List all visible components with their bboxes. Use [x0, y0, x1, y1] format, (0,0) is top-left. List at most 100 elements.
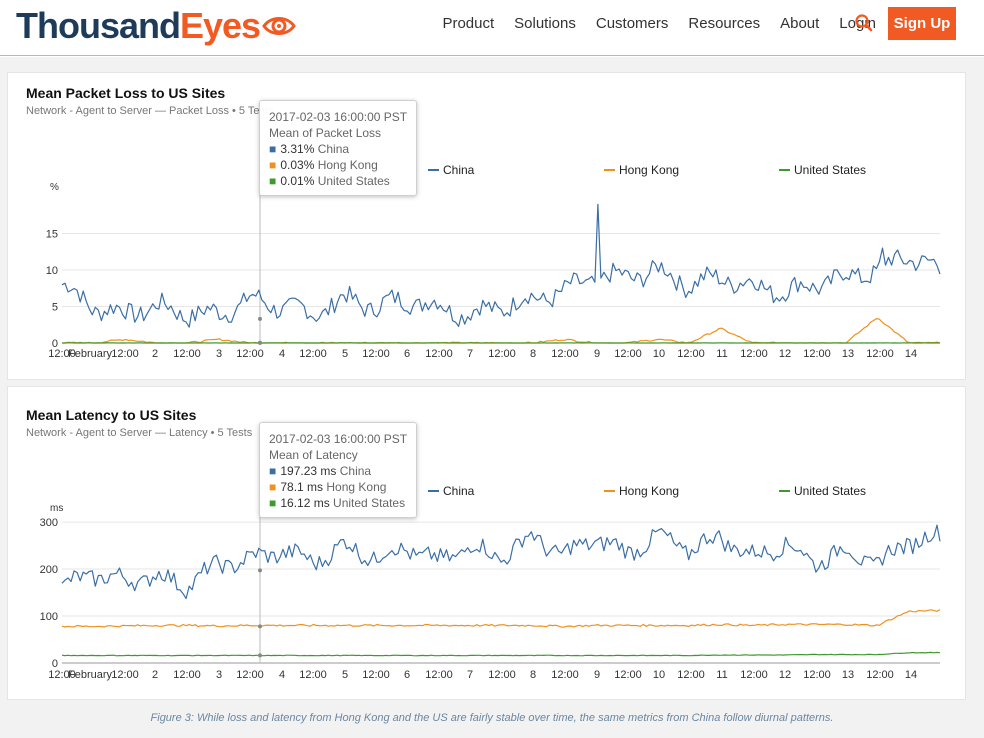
tooltip-row-china: ■ 197.23 ms China	[269, 464, 372, 478]
x-tick-label: 4	[279, 669, 285, 681]
x-tick-label: 12:00	[488, 348, 516, 360]
nav-about[interactable]: About	[780, 14, 820, 32]
x-tick-label: 13	[842, 669, 854, 681]
tooltip-metric: Mean of Packet Loss	[269, 126, 382, 140]
x-tick-label: 12:00	[236, 348, 264, 360]
x-tick-label: 6	[404, 348, 410, 360]
x-tick-label: 2	[152, 669, 158, 681]
x-tick-label: 12:00	[425, 348, 453, 360]
y-tick-label: 5	[52, 302, 58, 314]
x-tick-label: 12:00	[48, 669, 76, 681]
x-tick-label: 12	[779, 669, 791, 681]
x-tick-label: 12:00	[677, 348, 705, 360]
thousandeyes-logo[interactable]: Thousand Eyes	[16, 5, 296, 46]
x-tick-label: 12:00	[111, 669, 139, 681]
figure-caption: Figure 3: While loss and latency from Ho…	[150, 712, 834, 724]
x-tick-label: 12:00	[551, 348, 579, 360]
nav-customers[interactable]: Customers	[595, 14, 669, 32]
chart-subtitle: Network - Agent to Server — Packet Loss …	[26, 105, 274, 117]
latency-tooltip: 2017-02-03 16:00:00 PST Mean of Latency …	[259, 422, 418, 518]
x-tick-label: 12:00	[173, 348, 201, 360]
x-tick-label: 12:00	[111, 348, 139, 360]
tooltip-time: 2017-02-03 16:00:00 PST	[269, 110, 408, 124]
x-tick-label: 12:00	[803, 348, 831, 360]
latency-panel: Mean Latency to US Sites Network - Agent…	[7, 386, 966, 700]
x-tick-label: 5	[342, 669, 348, 681]
x-tick-label: 13	[842, 348, 854, 360]
logo-text-thousand: Thousand	[16, 5, 181, 46]
hover-point	[258, 340, 262, 345]
x-tick-label: 3	[216, 669, 222, 681]
x-tick-label: 12:00	[299, 348, 327, 360]
x-tick-label: 11	[716, 348, 727, 360]
tooltip-row-china: ■ 3.31% China	[269, 142, 350, 156]
x-tick-label: 12:00	[614, 348, 642, 360]
x-tick-label: 10	[653, 669, 665, 681]
x-tick-label: 12:00	[488, 669, 516, 681]
x-tick-label: 2	[152, 348, 158, 360]
logo-text-eyes: Eyes	[179, 5, 261, 46]
tooltip-row-hong-kong: ■ 78.1 ms Hong Kong	[269, 480, 387, 494]
x-tick-label: 9	[594, 669, 600, 681]
tooltip-row-united-states: ■ 16.12 ms United States	[269, 496, 406, 510]
series-line-hong-kong	[62, 318, 941, 344]
eye-icon	[262, 17, 296, 35]
packet-loss-tooltip: 2017-02-03 16:00:00 PST Mean of Packet L…	[259, 100, 418, 196]
y-tick-label: 300	[40, 517, 58, 529]
x-tick-label: February	[68, 348, 113, 360]
x-tick-label: 12:00	[425, 669, 453, 681]
y-tick-label: 10	[46, 265, 58, 277]
tooltip-row-united-states: ■ 0.01% United States	[269, 174, 390, 188]
series-line-united-states	[61, 651, 941, 657]
y-axis-unit: ms	[50, 503, 63, 514]
x-tick-label: 14	[905, 669, 917, 681]
tooltip-metric: Mean of Latency	[269, 448, 358, 462]
x-tick-label: 10	[653, 348, 665, 360]
x-tick-label: 12	[779, 348, 791, 360]
x-tick-label: 12:00	[803, 669, 831, 681]
x-tick-label: 9	[594, 348, 600, 360]
y-tick-label: 200	[40, 564, 58, 576]
x-tick-label: 6	[404, 669, 410, 681]
nav-product[interactable]: Product	[442, 14, 495, 32]
search-icon[interactable]	[854, 13, 874, 33]
tooltip-row-hong-kong: ■ 0.03% Hong Kong	[269, 158, 378, 172]
site-header: Thousand Eyes Product Solutions Customers…	[0, 0, 984, 56]
x-tick-label: 12:00	[740, 669, 768, 681]
x-tick-label: 4	[279, 348, 285, 360]
legend-label: Hong Kong	[619, 484, 679, 498]
x-tick-label: 7	[467, 348, 473, 360]
x-tick-label: 7	[467, 669, 473, 681]
x-tick-label: 12:00	[677, 669, 705, 681]
sign-up-button[interactable]: Sign Up	[888, 7, 956, 40]
hover-point	[258, 624, 262, 629]
x-tick-label: 12:00	[866, 348, 894, 360]
x-tick-label: 5	[342, 348, 348, 360]
x-tick-label: 12:00	[614, 669, 642, 681]
x-tick-label: 12:00	[236, 669, 264, 681]
nav-solutions[interactable]: Solutions	[514, 14, 576, 32]
legend-label: China	[443, 484, 475, 498]
x-tick-label: 8	[530, 348, 536, 360]
x-tick-label: 12:00	[551, 669, 579, 681]
nav-resources[interactable]: Resources	[688, 14, 761, 32]
x-tick-label: 12:00	[48, 348, 76, 360]
packet-loss-panel: Mean Packet Loss to US Sites Network - A…	[7, 72, 966, 380]
legend-label: Hong Kong	[619, 163, 679, 177]
y-tick-label: 0	[52, 338, 58, 350]
x-tick-label: February	[68, 669, 113, 681]
x-tick-label: 12:00	[173, 669, 201, 681]
legend-label: United States	[794, 163, 866, 177]
tooltip-time: 2017-02-03 16:00:00 PST	[269, 432, 408, 446]
x-tick-label: 12:00	[299, 669, 327, 681]
x-tick-label: 14	[905, 348, 917, 360]
x-tick-label: 12:00	[740, 348, 768, 360]
y-axis-unit: %	[50, 182, 59, 193]
hover-point	[258, 316, 262, 321]
x-tick-label: 8	[530, 669, 536, 681]
y-tick-label: 100	[40, 611, 58, 623]
chart-title: Mean Latency to US Sites	[26, 407, 197, 423]
legend-label: United States	[794, 484, 866, 498]
series-line-china	[61, 203, 941, 328]
